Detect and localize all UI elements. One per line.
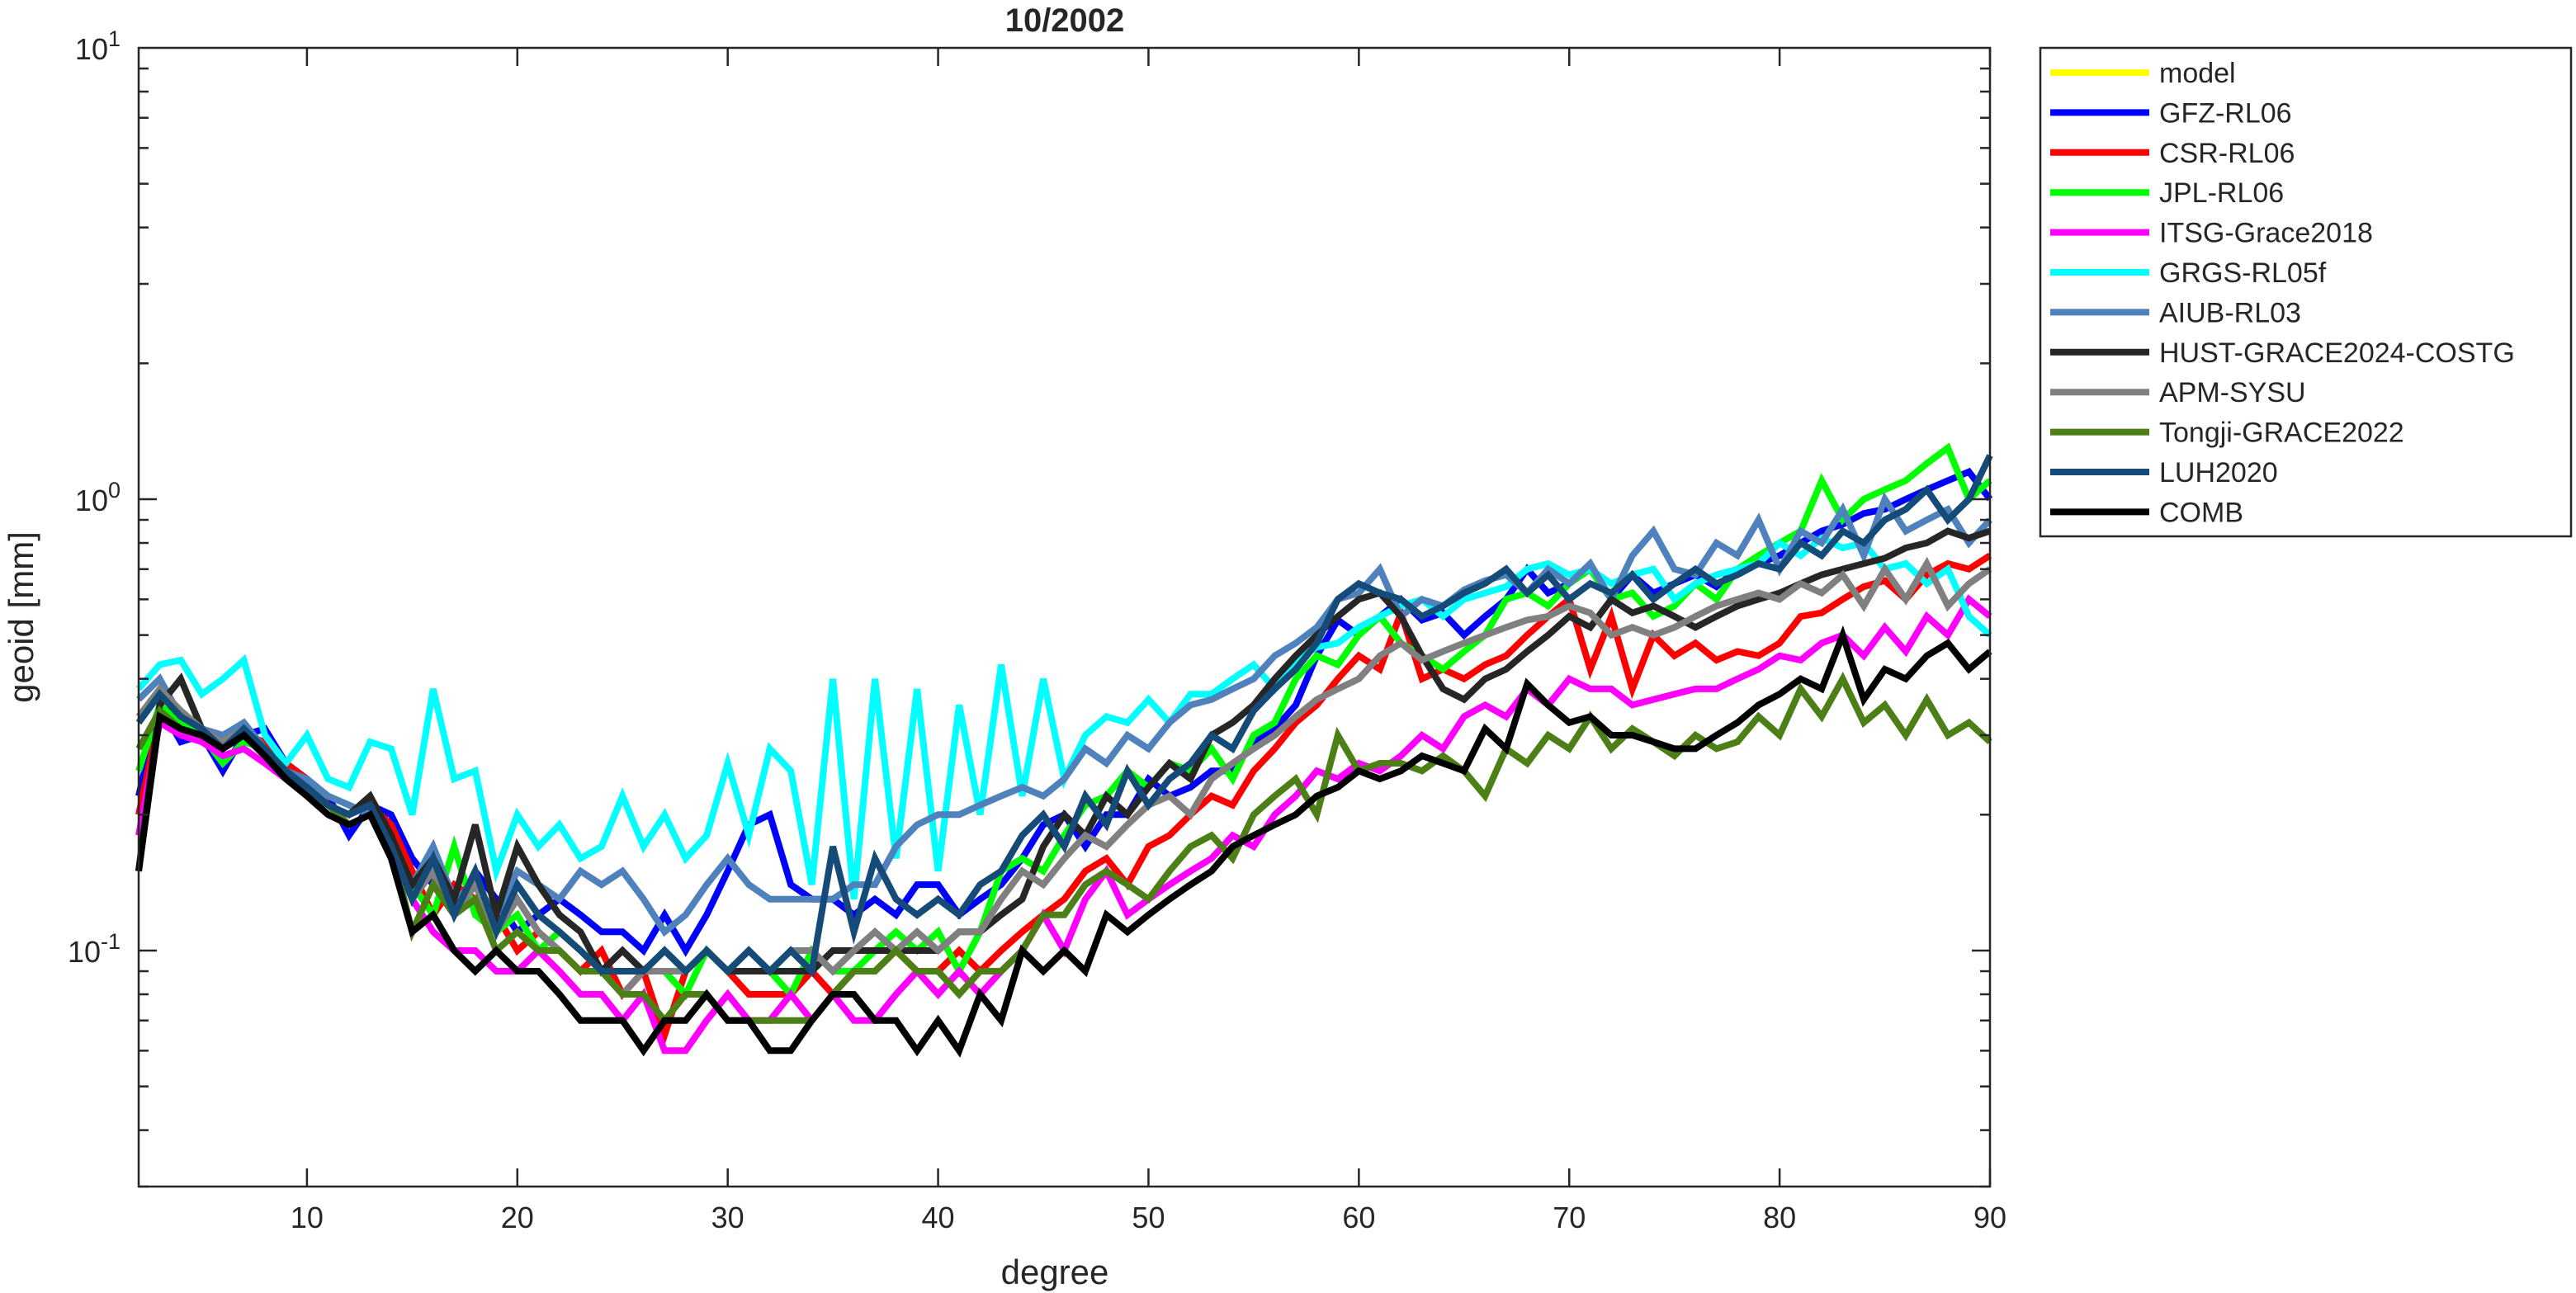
y-axis: 10-1 100 101 [68,26,1990,1188]
series-layer [135,442,1993,1058]
y-tick-label: 100 [75,478,121,517]
legend-label-csr-rl06: CSR-RL06 [2159,138,2295,169]
legend-label-apm-sysu: APM-SYSU [2159,377,2306,408]
x-tick-label: 60 [1342,1201,1375,1234]
legend: model GFZ-RL06 CSR-RL06 JPL-RL06 ITSG-Grace2… [2039,46,2573,538]
x-axis: 10 20 30 40 50 60 70 80 90 [291,48,2006,1234]
legend-box [2039,46,2573,538]
legend-label-comb: COMB [2159,497,2243,528]
legend-label-model: model [2159,58,2236,89]
x-tick-label: 80 [1763,1201,1796,1234]
x-tick-label: 50 [1132,1201,1165,1234]
y-tick-label: 101 [75,26,121,66]
legend-label-tongji-grace2022: Tongji-GRACE2022 [2159,418,2404,449]
series-line-jpl-rl06 [135,442,1992,1001]
legend-label-luh2020: LUH2020 [2159,457,2278,488]
x-tick-label: 70 [1553,1201,1586,1234]
legend-label-grgs-rl05f: GRGS-RL05f [2159,257,2327,289]
x-axis-label: degree [1001,1253,1109,1291]
legend-label-jpl-rl06: JPL-RL06 [2159,177,2284,209]
x-tick-label: 20 [501,1201,534,1234]
x-tick-label: 10 [291,1201,324,1234]
legend-label-hust-grace2024-costg: HUST-GRACE2024-COSTG [2159,337,2515,369]
plot-area-frame [137,46,1992,1188]
x-tick-label: 90 [1973,1201,2006,1234]
series-line-comb [135,625,1992,1058]
legend-label-itsg-grace2018: ITSG-Grace2018 [2159,218,2373,249]
x-tick-label: 30 [711,1201,744,1234]
x-tick-label: 40 [922,1201,955,1234]
series-line-luh2020 [135,454,1993,979]
y-tick-label: 10-1 [68,929,121,969]
y-axis-label: geoid [mm] [2,531,40,703]
legend-label-gfz-rl06: GFZ-RL06 [2159,97,2292,129]
chart-title: 10/2002 [1005,2,1125,39]
legend-label-aiub-rl03: AIUB-RL03 [2159,297,2301,328]
